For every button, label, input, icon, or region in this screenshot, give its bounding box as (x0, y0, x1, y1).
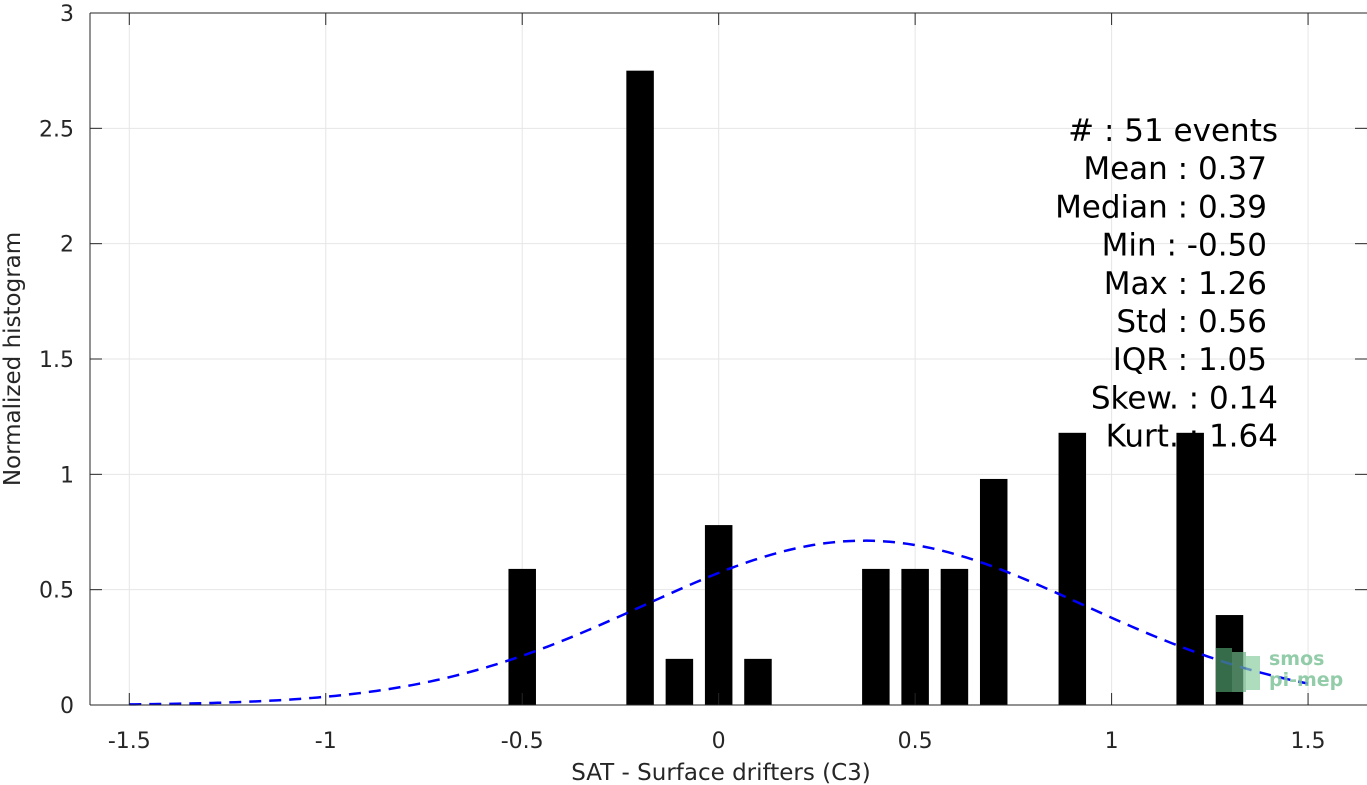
smos-pimep-logo: smos pi-mep (1216, 648, 1343, 692)
histogram-bars (508, 70, 1244, 705)
x-tick-label: -0.5 (501, 729, 544, 754)
logo-text-smos: smos (1269, 648, 1324, 670)
y-tick-label: 0 (60, 694, 74, 719)
x-tick-label: -1.5 (108, 729, 151, 754)
histogram-bar (704, 525, 733, 705)
stats-line: Skew. : 0.14 (1091, 380, 1278, 416)
stats-line: IQR : 1.05 (1113, 342, 1267, 378)
histogram-bar (744, 658, 772, 705)
x-axis-title: SAT - Surface drifters (C3) (571, 760, 871, 785)
x-tick-label: 1.5 (1291, 729, 1326, 754)
axes (89, 12, 1367, 706)
histogram-bar (901, 568, 929, 705)
histogram-bar (862, 568, 890, 705)
y-tick-label: 2 (60, 233, 74, 258)
x-tick-label: -1 (315, 729, 337, 754)
y-tick-label: 2.5 (39, 117, 74, 142)
y-tick-labels: 0 0.5 1 1.5 2 2.5 3 (39, 2, 74, 719)
y-tick-label: 3 (60, 2, 74, 27)
stats-line: Kurt. : 1.64 (1106, 419, 1278, 455)
x-tick-labels: -1.5 -1 -0.5 0 0.5 1 1.5 (108, 729, 1326, 754)
y-tick-label: 1 (60, 463, 74, 488)
stats-line: Mean : 0.37 (1083, 151, 1267, 187)
stats-line: Median : 0.39 (1055, 189, 1267, 225)
histogram-bar (1058, 432, 1087, 705)
histogram-bar (508, 568, 536, 705)
logo-mark-icon (1216, 648, 1260, 692)
logo-text-pimep: pi-mep (1269, 669, 1343, 691)
x-tick-label: 1 (1105, 729, 1119, 754)
x-tick-label: 0 (712, 729, 726, 754)
histogram-bar (979, 478, 1008, 705)
histogram-bar (626, 70, 654, 705)
stats-line: Std : 0.56 (1116, 304, 1267, 340)
histogram-bar (665, 658, 694, 705)
gaussian-fit-curve (129, 539, 1309, 706)
stats-line: Max : 1.26 (1104, 266, 1267, 302)
stats-line: Min : -0.50 (1102, 228, 1267, 264)
y-axis-title: Normalized histogram (0, 232, 26, 486)
histogram-bar (940, 568, 969, 705)
stats-line: # : 51 events (1068, 113, 1278, 149)
histogram-bar (1176, 432, 1204, 705)
x-tick-label: 0.5 (898, 729, 933, 754)
y-tick-label: 1.5 (39, 348, 74, 373)
y-tick-label: 0.5 (39, 579, 74, 604)
